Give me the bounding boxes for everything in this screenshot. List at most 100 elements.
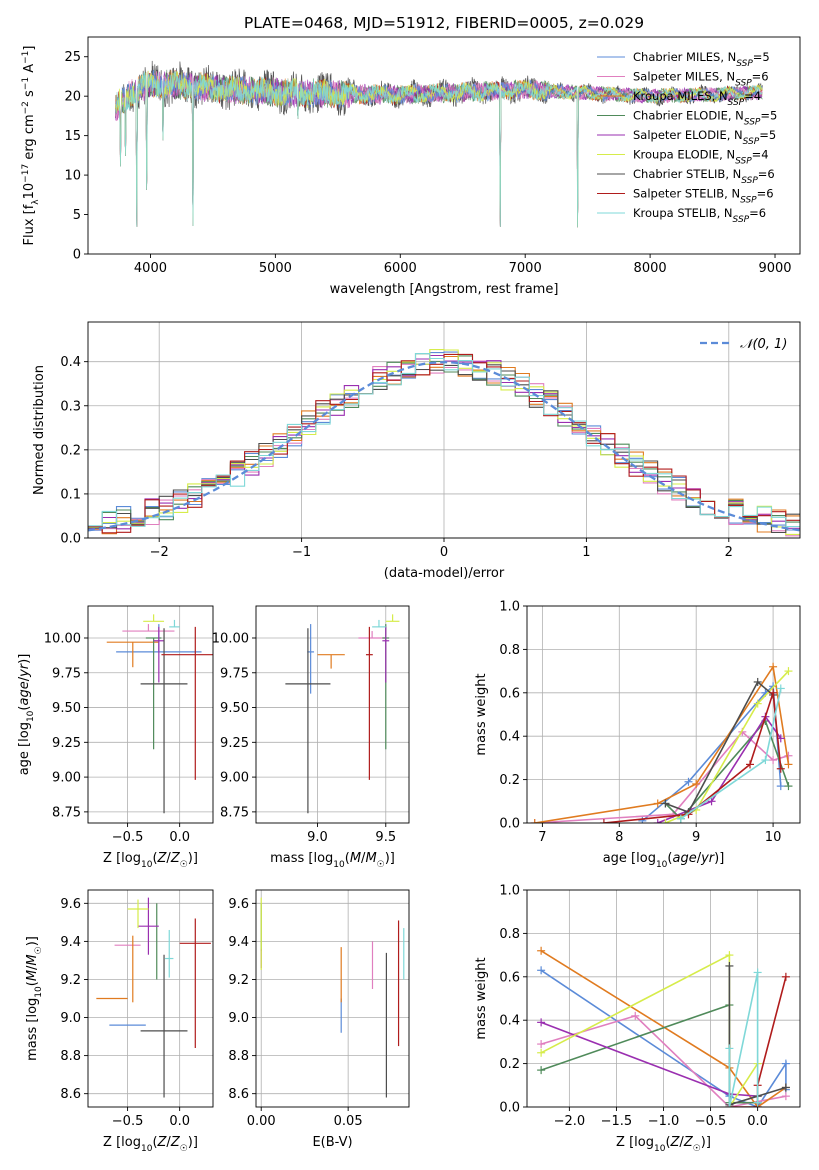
massweight_vs_age-chart: 7 8 9 10 0.0 0.2 0.4 0.6 0.8 1.0 age [log10(age/yr… <box>474 600 801 870</box>
x-tick-label: 7 <box>538 830 546 845</box>
series-line <box>540 1003 758 1104</box>
series-marker <box>776 764 785 773</box>
legend-label: Kroupa MILES, NSSP=4 <box>633 89 761 108</box>
errorbar-point <box>382 626 390 683</box>
spectrum-line <box>115 69 763 228</box>
series-marker <box>725 951 734 960</box>
series-marker <box>684 777 693 786</box>
x-tick-label: −0.5 <box>112 830 144 845</box>
series-marker <box>638 816 647 823</box>
series-line <box>728 972 759 1107</box>
y-tick-label: 0.3 <box>60 399 81 414</box>
spectrum-chart: 4000 5000 6000 7000 8000 9000 0 5 10 15 20 25 wavele… <box>21 36 801 297</box>
age_vs_mass-plot-area <box>285 614 400 814</box>
age_vs_mass-chart: 9.0 9.5 8.75 9.00 9.25 9.50 9.75 10.00 mass [log… <box>212 605 410 870</box>
series-marker <box>746 760 755 769</box>
errorbar-point <box>153 626 165 683</box>
y-tick-label: 0.1 <box>60 487 81 502</box>
figure-title: PLATE=0468, MJD=51912, FIBERID=0005, z=0… <box>244 14 644 32</box>
series-marker <box>753 677 762 686</box>
series-line <box>540 969 787 1107</box>
y-tick-label: 0.8 <box>499 927 520 942</box>
series-line <box>534 664 790 823</box>
x-tick-label: 0.05 <box>334 1114 363 1129</box>
series-marker <box>530 819 539 823</box>
x-tick-label: 8 <box>615 830 623 845</box>
errorbar-point <box>169 619 180 628</box>
y-tick-label: 8.8 <box>228 1049 249 1064</box>
y-axis-label: mass weight <box>474 673 489 755</box>
y-tick-label: 8.6 <box>60 1087 81 1102</box>
x-tick-label: −0.5 <box>112 1114 144 1129</box>
y-tick-label: 9.50 <box>52 701 81 716</box>
series-line <box>534 730 789 823</box>
series-line <box>540 950 787 1107</box>
x-axis-label: Z [log10(Z/Z☉)] <box>103 1135 198 1154</box>
massweight_vs_Z-plot-area <box>537 946 790 1107</box>
y-tick-label: 15 <box>64 129 81 144</box>
series-marker <box>769 756 778 765</box>
errorbar-point <box>385 614 400 622</box>
y-tick-label: 9.25 <box>220 736 249 751</box>
axes-layer: 4000 5000 6000 7000 8000 90000510152025wavele… <box>17 36 801 1154</box>
x-axis-label: Z [log10(Z/Z☉)] <box>103 851 198 870</box>
y-tick-label: 0.4 <box>499 730 520 745</box>
legend-label: Salpeter MILES, NSSP=6 <box>633 70 769 89</box>
age_vs_Z-plot-area <box>106 614 213 814</box>
series-marker <box>537 966 546 975</box>
y-tick-label: 9.4 <box>228 935 249 950</box>
series-marker <box>781 1092 790 1101</box>
errorbar-point <box>358 631 386 639</box>
series-marker <box>692 779 701 788</box>
series-marker <box>776 684 785 693</box>
y-tick-label: 10.00 <box>44 631 81 646</box>
legend-label: Salpeter STELIB, NSSP=6 <box>633 187 774 206</box>
series-marker <box>769 662 778 671</box>
errorbar-point <box>106 641 159 668</box>
errorbar-point <box>372 619 386 628</box>
x-tick-label: −1.5 <box>601 1114 633 1129</box>
normal-curve <box>88 360 800 532</box>
legend-label: Kroupa ELODIE, NSSP=4 <box>633 148 769 167</box>
y-tick-label: 0.2 <box>499 1057 520 1072</box>
y-axis-label: age [log10(age/yr)] <box>17 654 36 776</box>
x-tick-label: 8000 <box>634 261 667 276</box>
y-tick-label: 8.8 <box>60 1049 81 1064</box>
y-tick-label: 8.75 <box>52 805 81 820</box>
histogram-step <box>88 351 800 531</box>
y-tick-label: 0.4 <box>60 355 81 370</box>
mass_vs_EBV-chart: 0.00 0.05 8.6 8.8 9.0 9.2 9.4 9.6 E(B-V) <box>228 889 410 1150</box>
y-tick-label: 0.2 <box>499 773 520 788</box>
series-line <box>540 953 759 1107</box>
x-axis-label: age [log10(age/yr)] <box>603 851 725 870</box>
series-marker <box>781 1083 790 1092</box>
y-axis-label: mass weight <box>474 957 489 1039</box>
series-marker <box>537 1040 546 1049</box>
series-marker <box>776 782 785 791</box>
series-marker <box>537 946 546 955</box>
legend-label: 𝒩(0, 1) <box>740 337 787 352</box>
legend-label: Chabrier ELODIE, NSSP=5 <box>633 109 777 128</box>
errorbar-point <box>143 614 165 622</box>
x-tick-label: 0.0 <box>747 1114 768 1129</box>
series-marker <box>631 1011 640 1020</box>
y-tick-label: 0.0 <box>499 817 520 832</box>
y-tick-label: 10 <box>64 169 81 184</box>
series-marker <box>676 814 685 823</box>
errorbar-point <box>179 918 211 1048</box>
y-tick-label: 20 <box>64 90 81 105</box>
x-tick-label: 7000 <box>509 261 542 276</box>
y-tick-label: 9.4 <box>60 935 81 950</box>
series-marker <box>753 1098 762 1107</box>
errorbar-point <box>365 626 373 780</box>
series-marker <box>753 968 762 977</box>
series-marker <box>661 819 670 823</box>
errorbar-point <box>317 654 345 669</box>
series-line <box>665 680 774 814</box>
y-tick-label: 9.25 <box>52 736 81 751</box>
legend-label: Kroupa STELIB, NSSP=6 <box>633 206 766 225</box>
axes-frame <box>255 889 410 1108</box>
spectrum-line <box>115 70 763 228</box>
